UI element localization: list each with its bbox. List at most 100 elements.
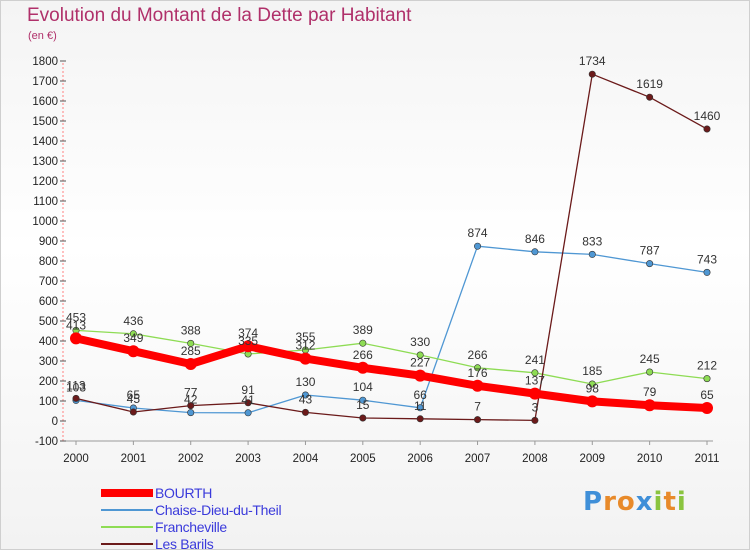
data-label: 65 (127, 388, 141, 402)
data-point (187, 339, 195, 347)
series-line-1 (75, 245, 708, 414)
data-label: 1460 (694, 109, 721, 123)
legend-label: BOURTH (155, 485, 213, 501)
x-tick-label: 2002 (178, 453, 204, 465)
data-label: 245 (640, 352, 660, 366)
x-tick-label: 2005 (350, 453, 376, 465)
data-label: 227 (410, 356, 430, 370)
data-point (187, 409, 195, 417)
legend-label: Chaise-Dieu-du-Theil (155, 502, 282, 518)
data-point (129, 330, 137, 338)
data-label: 453 (66, 310, 86, 324)
data-point (471, 379, 484, 392)
chart-unit: (en €) (28, 30, 57, 42)
data-label: 413 (66, 318, 86, 332)
data-label: 355 (295, 330, 315, 344)
y-tick-label: 500 (39, 316, 58, 328)
data-label: 103 (66, 380, 86, 394)
data-point (531, 248, 539, 256)
data-point (588, 70, 596, 78)
data-label: 113 (66, 378, 85, 392)
data-point (416, 404, 424, 412)
legend-swatch (101, 509, 153, 511)
data-label: 43 (299, 392, 313, 406)
x-tick-label: 2003 (235, 453, 261, 465)
data-label: 285 (181, 344, 201, 358)
data-label: 1619 (636, 77, 663, 91)
series-lines (72, 73, 711, 422)
y-tick-label: 1300 (32, 156, 58, 168)
data-point (701, 402, 713, 414)
data-point (299, 352, 312, 365)
series-line-0 (72, 334, 711, 412)
data-label: 241 (525, 353, 545, 367)
data-point (416, 351, 424, 359)
data-point (703, 125, 711, 133)
data-label: 787 (640, 244, 660, 258)
data-point (359, 396, 367, 404)
data-label: 266 (468, 348, 488, 362)
data-point (474, 364, 482, 372)
y-tick-label: 400 (39, 336, 58, 348)
legend-label: Les Barils (155, 536, 214, 550)
data-point (646, 93, 654, 101)
data-label: 45 (127, 392, 141, 406)
y-tick-label: 1600 (32, 96, 58, 108)
data-label: 98 (586, 381, 600, 395)
data-point (646, 368, 654, 376)
legend-swatch (101, 543, 153, 545)
data-point (301, 391, 309, 399)
data-point (703, 375, 711, 383)
data-point (129, 408, 137, 416)
data-label: 330 (410, 335, 430, 349)
data-label: 743 (697, 252, 717, 266)
x-tick-label: 2006 (407, 453, 433, 465)
logo-letter: P (583, 487, 604, 517)
y-tick-label: 1700 (32, 76, 58, 88)
data-point (528, 387, 541, 400)
data-label: 266 (353, 348, 373, 362)
data-label: 65 (700, 388, 714, 402)
y-tick-label: 200 (39, 376, 58, 388)
y-tick-label: 700 (39, 276, 58, 288)
logo-letter: i (676, 487, 687, 517)
logo-letter: t (663, 487, 677, 517)
logo-letter: x (635, 487, 654, 517)
data-point (531, 369, 539, 377)
data-label: 212 (697, 359, 717, 373)
data-label: 312 (295, 339, 315, 353)
y-tick-label: 1000 (32, 216, 58, 228)
series-line-3 (75, 73, 708, 422)
data-label: 335 (238, 334, 258, 348)
data-point (703, 268, 711, 276)
data-point (127, 345, 140, 358)
y-tick-label: 1200 (32, 176, 58, 188)
data-label: 176 (468, 366, 488, 380)
data-label: 104 (353, 380, 373, 394)
axes: -100 0 100 200 300 400 500 600 700 800 900 1000 1100… (32, 56, 719, 465)
logo-letter: o (616, 487, 636, 517)
data-point (187, 402, 195, 410)
y-tick-label: 1400 (32, 136, 58, 148)
proxiti-logo: Proxiti (583, 487, 687, 517)
data-label: 15 (356, 398, 370, 412)
series-line-2 (75, 329, 708, 385)
x-tick-label: 2004 (293, 453, 319, 465)
y-tick-label: 1800 (32, 56, 58, 68)
data-label: 79 (643, 385, 657, 399)
data-point (474, 242, 482, 250)
logo-letter: i (653, 487, 664, 517)
logo-letter: r (603, 487, 617, 517)
data-point (646, 260, 654, 268)
legend-swatch (101, 489, 153, 497)
y-tick-label: 1500 (32, 116, 58, 128)
legend-label: Francheville (155, 519, 227, 535)
data-point (474, 416, 482, 424)
y-tick-label: 100 (39, 396, 58, 408)
data-point (588, 380, 596, 388)
y-tick-label: 800 (39, 256, 58, 268)
data-label: 389 (353, 323, 373, 337)
data-point (643, 399, 656, 412)
